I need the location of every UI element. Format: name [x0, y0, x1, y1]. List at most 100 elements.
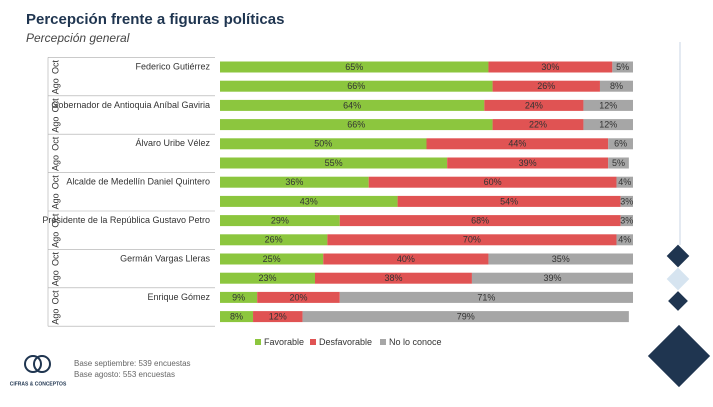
- value-label: 66%: [347, 119, 365, 129]
- value-label: 26%: [537, 81, 555, 91]
- category-label: Presidente de la República Gustavo Petro: [42, 215, 210, 225]
- period-label: Oct: [50, 136, 60, 151]
- note: Base septiembre: 539 encuestas: [74, 359, 191, 368]
- value-label: 35%: [552, 254, 570, 264]
- bar-segment: [220, 119, 493, 131]
- chart-title: Percepción frente a figuras políticas: [26, 11, 284, 28]
- category-label: Federico Gutiérrez: [135, 61, 210, 71]
- legend-swatch: [380, 339, 386, 345]
- bar-segment: [220, 80, 493, 92]
- value-label: 79%: [457, 311, 475, 321]
- bar-segment: [488, 61, 613, 73]
- value-label: 68%: [471, 215, 489, 225]
- period-label: Ago: [50, 232, 60, 248]
- bar-segment: [253, 311, 303, 323]
- value-label: 12%: [599, 100, 617, 110]
- value-label: 65%: [345, 62, 363, 72]
- value-label: 29%: [271, 215, 289, 225]
- period-label: Oct: [50, 252, 60, 267]
- bar-segment: [620, 195, 633, 207]
- bar-segment: [447, 157, 609, 169]
- legend-swatch: [310, 339, 316, 345]
- bar-segment: [220, 176, 369, 188]
- period-label: Ago: [50, 193, 60, 209]
- value-label: 8%: [610, 81, 623, 91]
- value-label: 3%: [620, 196, 633, 206]
- value-label: 3%: [620, 215, 633, 225]
- bar-segment: [368, 176, 617, 188]
- value-label: 55%: [325, 158, 343, 168]
- value-label: 38%: [384, 273, 402, 283]
- bar-segment: [616, 234, 633, 246]
- note: Base agosto: 553 encuestas: [74, 370, 175, 379]
- value-label: 24%: [525, 100, 543, 110]
- bar-segment: [302, 311, 629, 323]
- value-label: 8%: [230, 311, 243, 321]
- bar-segment: [492, 80, 600, 92]
- bar-segment: [323, 253, 489, 265]
- value-label: 30%: [541, 62, 559, 72]
- value-label: 6%: [614, 139, 627, 149]
- period-label: Oct: [50, 213, 60, 228]
- period-label: Oct: [50, 290, 60, 305]
- period-label: Ago: [50, 117, 60, 133]
- value-label: 25%: [263, 254, 281, 264]
- bar-segment: [220, 291, 258, 303]
- value-label: 39%: [543, 273, 561, 283]
- value-label: 71%: [477, 292, 495, 302]
- legend-label: No lo conoce: [389, 337, 442, 347]
- value-label: 36%: [285, 177, 303, 187]
- value-label: 64%: [343, 100, 361, 110]
- bar-segment: [583, 99, 633, 111]
- bar-segment: [488, 253, 633, 265]
- value-label: 66%: [347, 81, 365, 91]
- value-label: 70%: [463, 235, 481, 245]
- bar-segment: [314, 272, 472, 284]
- logo-mark: [24, 355, 42, 373]
- category-label: Germán Vargas Lleras: [120, 253, 210, 263]
- bar-segment: [220, 215, 340, 227]
- bar-segment: [220, 195, 398, 207]
- value-label: 4%: [618, 177, 631, 187]
- decor-diamond: [666, 244, 690, 268]
- value-label: 5%: [612, 158, 625, 168]
- period-label: Ago: [50, 309, 60, 325]
- value-label: 9%: [232, 292, 245, 302]
- category-label: Gobernador de Antioquia Aníbal Gaviria: [51, 100, 210, 110]
- value-label: 39%: [519, 158, 537, 168]
- bar-segment: [397, 195, 621, 207]
- bar-segment: [220, 311, 254, 323]
- category-label: Álvaro Uribe Vélez: [135, 138, 210, 148]
- bar-segment: [616, 176, 633, 188]
- value-label: 44%: [508, 139, 526, 149]
- logo-text: CIFRAS & CONCEPTOS: [10, 381, 67, 387]
- period-label: Oct: [50, 175, 60, 190]
- decor-diamond: [666, 267, 690, 291]
- legend-label: Desfavorable: [319, 337, 372, 347]
- value-label: 20%: [289, 292, 307, 302]
- value-label: 23%: [258, 273, 276, 283]
- value-label: 26%: [265, 235, 283, 245]
- period-label: Oct: [50, 98, 60, 113]
- category-label: Enrique Gómez: [147, 292, 210, 302]
- legend-swatch: [255, 339, 261, 345]
- value-label: 5%: [616, 62, 629, 72]
- value-label: 43%: [300, 196, 318, 206]
- bar-segment: [608, 138, 633, 150]
- bar-segment: [220, 99, 485, 111]
- logo-mark: [33, 355, 51, 373]
- bar-segment: [471, 272, 633, 284]
- period-label: Ago: [50, 155, 60, 171]
- bar-segment: [220, 234, 328, 246]
- bar-segment: [484, 99, 584, 111]
- bar-segment: [339, 215, 621, 227]
- value-label: 50%: [314, 139, 332, 149]
- bar-segment: [327, 234, 617, 246]
- bar-segment: [257, 291, 340, 303]
- value-label: 12%: [269, 311, 287, 321]
- bar-segment: [599, 80, 633, 92]
- bar-segment: [220, 253, 324, 265]
- period-label: Ago: [50, 270, 60, 286]
- value-label: 54%: [500, 196, 518, 206]
